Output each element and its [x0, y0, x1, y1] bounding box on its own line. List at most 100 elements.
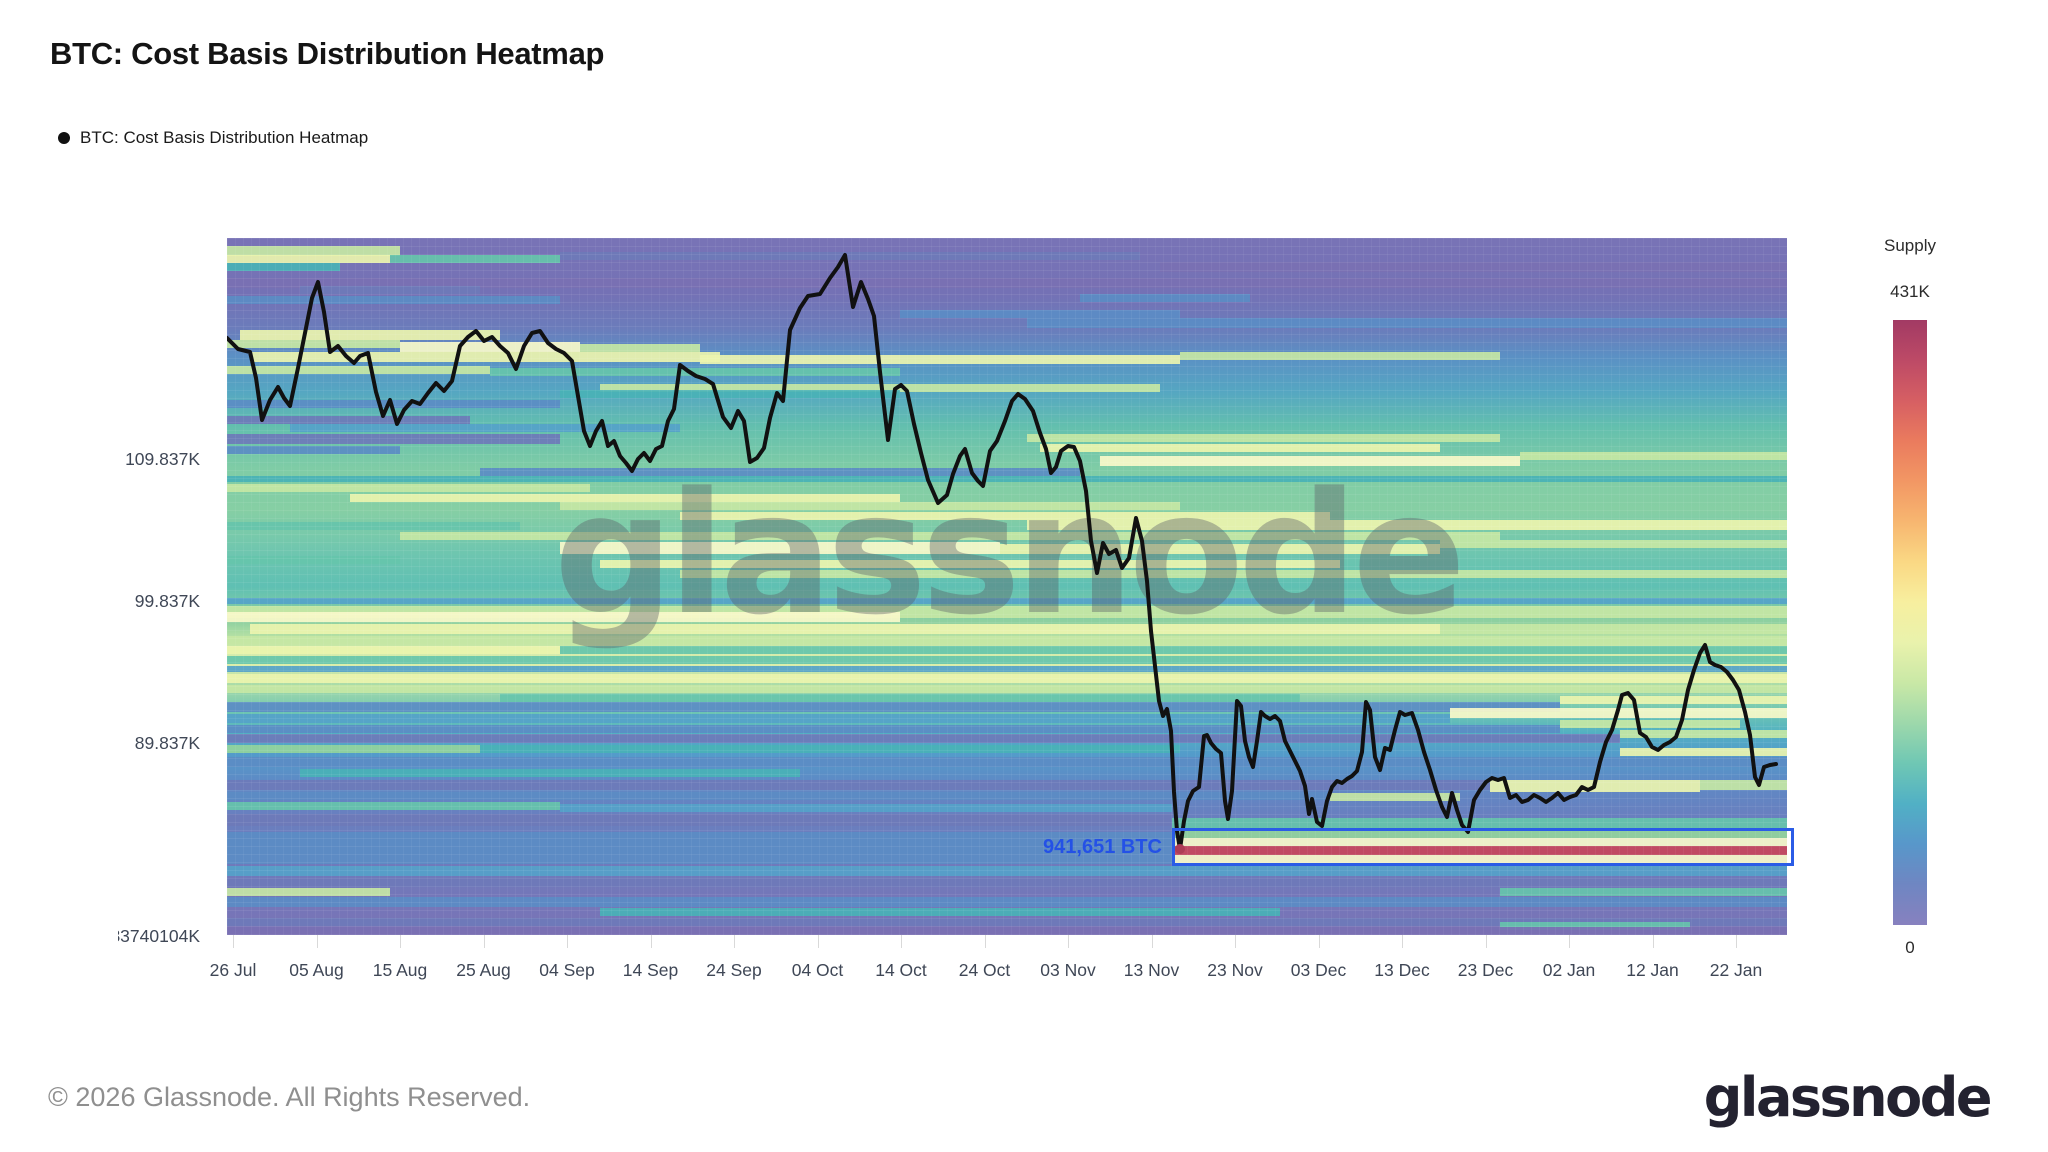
heatmap-stripe	[240, 330, 500, 340]
heatmap-stripe	[580, 344, 700, 352]
colorbar-gradient	[1893, 320, 1927, 925]
heatmap-stripe	[1160, 262, 1787, 272]
heatmap-stripe	[480, 745, 1180, 753]
heatmap-stripe	[300, 769, 800, 777]
x-axis-tick	[1318, 935, 1320, 948]
heatmap-stripe	[900, 310, 1180, 318]
heatmap-stripe	[290, 424, 680, 432]
heatmap-stripe	[227, 802, 560, 810]
heatmap-stripe	[1560, 720, 1740, 728]
heatmap-stripe	[227, 878, 1787, 887]
heatmap-stripe	[1440, 540, 1787, 548]
heatmap-stripe	[390, 255, 560, 263]
heatmap-stripe	[227, 745, 480, 753]
heatmap-stripe	[227, 757, 1787, 767]
heatmap-stripe	[1172, 830, 1787, 838]
x-axis-tick	[1485, 935, 1487, 948]
x-axis-tick	[984, 935, 986, 948]
x-axis-label: 24 Oct	[958, 960, 1011, 980]
x-axis-label: 14 Oct	[875, 960, 927, 980]
heatmap-stripe	[227, 866, 1787, 876]
x-axis-label: 02 Jan	[1542, 960, 1596, 980]
x-axis-label: 13 Dec	[1374, 960, 1430, 980]
heatmap-stripe	[1100, 456, 1520, 466]
x-axis-label: 24 Sep	[706, 960, 762, 980]
heatmap-stripe	[1500, 922, 1690, 930]
heatmap-stripe	[480, 468, 1080, 476]
colorbar-min-label: 0	[1905, 938, 1915, 957]
annotation-label: 941,651 BTC	[1043, 836, 1162, 858]
heatmap-stripe	[250, 352, 720, 362]
colorbar-title: Supply	[1884, 236, 1936, 255]
colorbar-max-label: 431K	[1890, 282, 1930, 301]
heatmap-canvas[interactable]: glassnode	[227, 238, 1787, 935]
heatmap-stripe	[560, 502, 1180, 510]
x-axis-label: 12 Jan	[1626, 960, 1679, 980]
heatmap-stripe	[227, 666, 1787, 672]
heatmap-stripe	[227, 734, 1620, 743]
x-axis-label: 04 Oct	[791, 960, 844, 980]
heatmap-stripe	[227, 416, 470, 424]
heatmap-stripe	[227, 725, 1560, 733]
price-line-layer	[227, 253, 1778, 854]
heatmap-stripe	[1172, 818, 1787, 828]
heatmap-stripe	[680, 570, 1787, 578]
heatmap-stripe	[227, 598, 1787, 604]
x-axis-tick	[817, 935, 819, 948]
x-axis-tick	[1652, 935, 1654, 948]
x-axis-label: 03 Dec	[1290, 960, 1347, 980]
heatmap-stripe	[1000, 544, 1440, 554]
heatmap-stripe	[1520, 452, 1787, 460]
heatmap-stripe	[227, 446, 400, 454]
heatmap-stripe	[227, 400, 560, 408]
heatmap-stripe	[560, 646, 1787, 654]
heatmap-stripe	[700, 355, 1180, 364]
x-axis-label: 23 Nov	[1207, 960, 1263, 980]
heatmap-stripe	[227, 918, 1787, 926]
heatmap-stripe	[227, 522, 520, 530]
heatmap-stripe	[227, 888, 390, 896]
heatmap-stripe	[1027, 520, 1787, 530]
heatmap-stripe	[1500, 888, 1787, 896]
x-axis-label: 03 Nov	[1040, 960, 1096, 980]
x-axis-tick	[1068, 935, 1069, 948]
heatmap-stripe	[1027, 434, 1500, 442]
heatmap-stripe	[1080, 294, 1250, 302]
x-axis-label: 13 Nov	[1123, 960, 1180, 980]
heatmap-stripe	[227, 484, 590, 492]
heatmap-stripe	[227, 636, 1787, 644]
heatmap-stripe	[1180, 352, 1500, 360]
heatmap-stripe	[500, 694, 1300, 702]
page-title: BTC: Cost Basis Distribution Heatmap	[50, 36, 605, 71]
heatmap-stripe	[227, 340, 400, 348]
heatmap-stripe	[227, 656, 1787, 664]
y-axis-label: 83740104K	[118, 926, 200, 946]
x-axis-tick	[1151, 935, 1153, 948]
heatmap-pixel-grid	[227, 238, 1787, 935]
heatmap-stripe	[227, 278, 1787, 288]
heatmap-stripe	[1172, 838, 1787, 846]
x-axis-label: 14 Sep	[622, 960, 679, 980]
watermark-text: glassnode	[553, 456, 1466, 652]
heatmap-stripe	[227, 780, 1490, 790]
annotation-highlight-box	[1172, 828, 1794, 866]
heatmap-stripe	[1040, 444, 1440, 452]
y-axis-label: 109.837K	[125, 449, 200, 469]
heatmap-stripe	[227, 814, 1172, 826]
x-axis-label: 05 Aug	[289, 960, 344, 980]
x-axis-label: 22 Jan	[1709, 960, 1763, 980]
heatmap-cells	[227, 238, 1787, 935]
legend-item[interactable]: BTC: Cost Basis Distribution Heatmap	[58, 128, 368, 148]
heatmap-stripe	[227, 792, 1330, 800]
heatmap-stripe	[400, 532, 1500, 540]
x-axis-tick	[1235, 935, 1236, 948]
x-axis-tick	[1569, 935, 1570, 948]
x-axis-tick	[1402, 935, 1403, 948]
heatmap-stripe	[1700, 780, 1787, 790]
heatmap-stripe	[600, 908, 1280, 916]
heatmap-stripe	[560, 542, 1000, 554]
glassnode-logo: glassnode	[1703, 1066, 1993, 1129]
heatmap-stripe	[227, 927, 1787, 935]
legend-series-dot-icon	[58, 132, 70, 144]
